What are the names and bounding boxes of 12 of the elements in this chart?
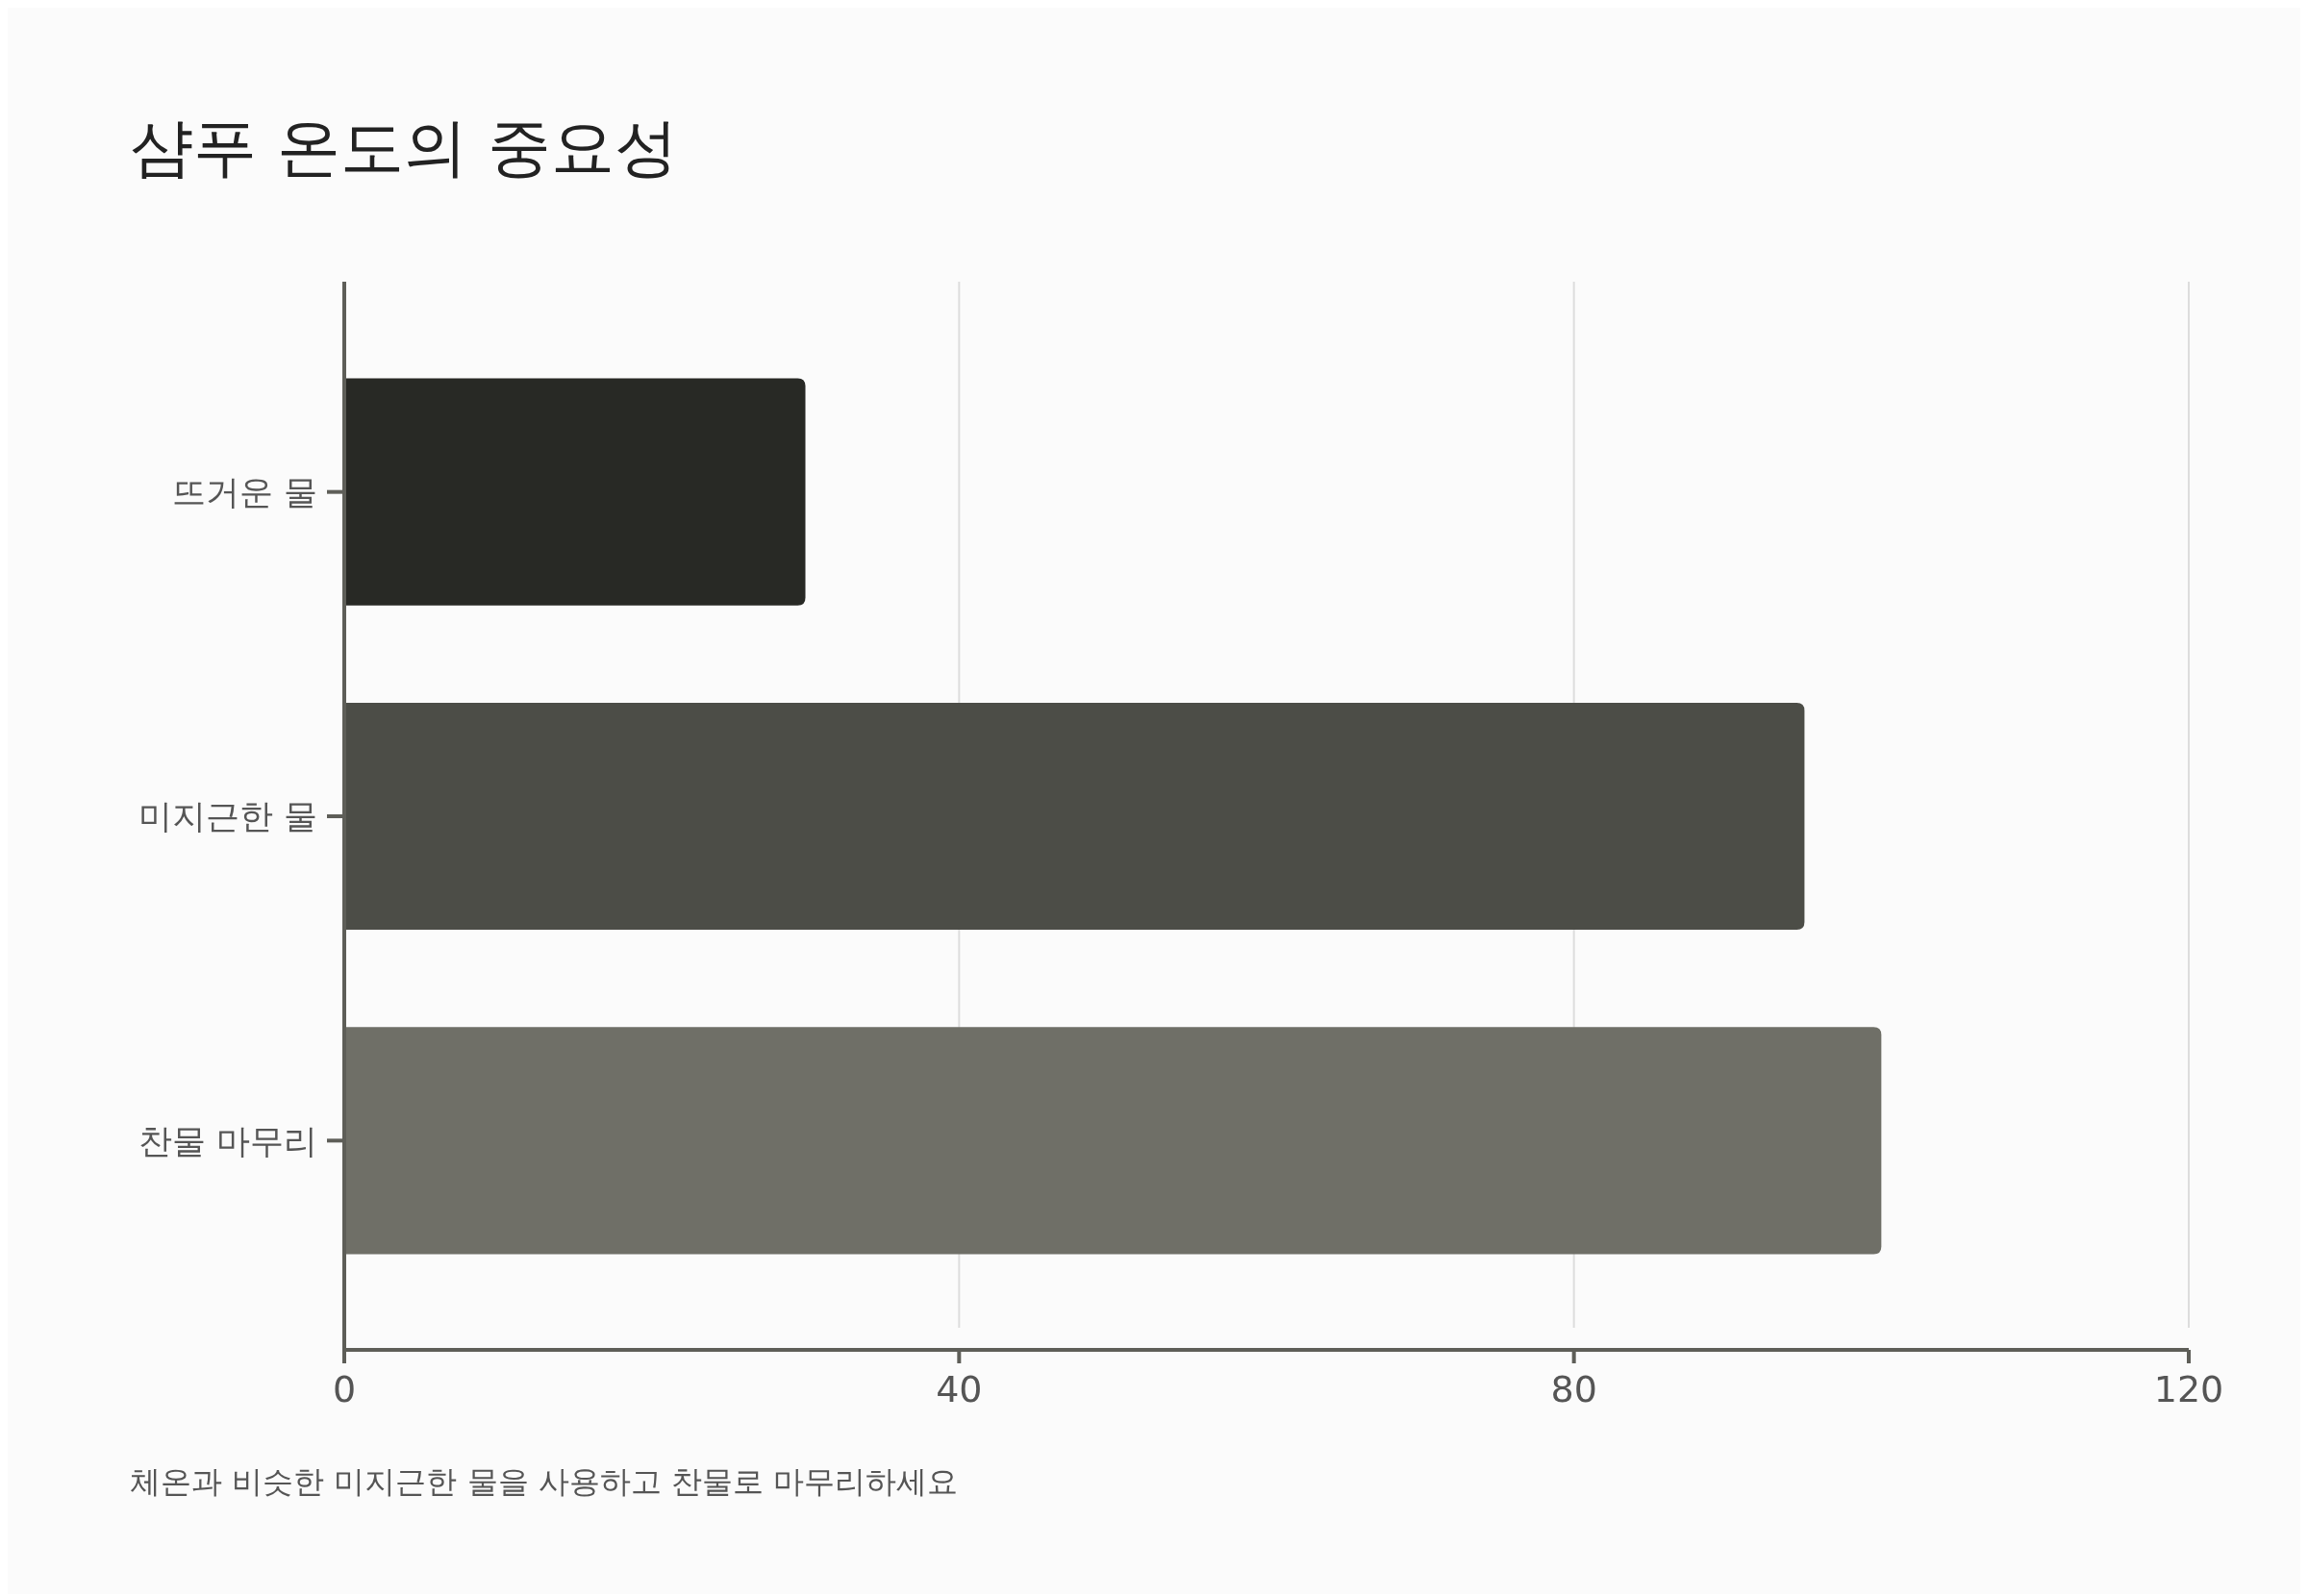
y-tick-label: 미지근한 물: [138, 797, 317, 836]
bar: [344, 702, 1805, 931]
bar: [344, 1027, 1882, 1255]
chart-title: 샴푸 온도의 중요성: [130, 111, 678, 185]
x-tick-label: 120: [2153, 1368, 2224, 1410]
y-tick-label: 찬물 마무리: [138, 1121, 317, 1160]
bar: [344, 378, 806, 606]
x-tick-label: 80: [1550, 1368, 1597, 1410]
y-tick-label: 뜨거운 물: [171, 472, 317, 511]
text: 체온과 비슷한 미지근한 물을 사용하고 찬물로 마무리하세요: [130, 1463, 959, 1500]
x-tick-label: 40: [936, 1368, 983, 1410]
x-tick-label: 0: [332, 1368, 357, 1410]
